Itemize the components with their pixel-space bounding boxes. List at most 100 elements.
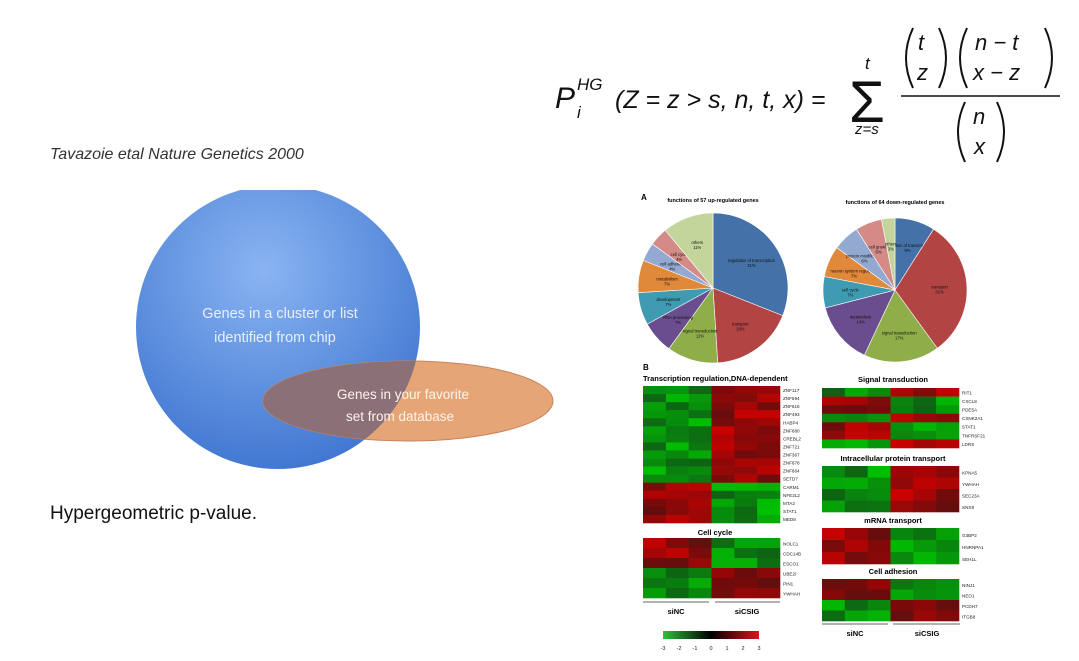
transcription-heatmap-gene-label: NFE2L2 xyxy=(783,493,800,498)
transcription-heatmap-cell xyxy=(688,418,712,427)
transcription-heatmap-cell xyxy=(643,434,667,443)
pie1-slice-label-6: cell adhesion xyxy=(660,262,685,267)
protein-transport-heatmap-cell xyxy=(913,489,937,501)
adhesion-heatmap-cell xyxy=(822,579,846,590)
signal-heatmap-cell xyxy=(844,430,868,440)
transcription-heatmap-cell xyxy=(734,394,758,403)
protein-transport-heatmap-cell xyxy=(913,477,937,490)
mrna-heatmap-cell xyxy=(890,552,914,565)
protein-transport-heatmap-cell xyxy=(844,500,868,513)
signal-heatmap-cell xyxy=(867,422,891,432)
section-title-cell-cycle: Cell cycle xyxy=(698,528,733,537)
color-scale-bar xyxy=(663,631,759,639)
pie1-slice-value-3: 7% xyxy=(675,320,681,325)
transcription-heatmap-cell xyxy=(757,418,781,427)
adhesion-heatmap-cell xyxy=(936,579,960,590)
transcription-heatmap-cell xyxy=(688,474,712,484)
transcription-heatmap-cell xyxy=(688,402,712,411)
transcription-heatmap-cell xyxy=(643,402,667,411)
transcription-heatmap-cell xyxy=(643,458,667,467)
pie2-slice-value-2: 17% xyxy=(895,335,904,340)
protein-transport-heatmap-cell xyxy=(890,489,914,501)
formula-binom1-bottom: z xyxy=(916,60,928,85)
mrna-heatmap-cell xyxy=(867,552,891,565)
adhesion-heatmap-cell xyxy=(936,600,960,611)
transcription-heatmap-cell xyxy=(734,426,758,435)
signal-heatmap-gene-label: TNFRSF21 xyxy=(962,433,986,438)
transcription-heatmap-cell xyxy=(643,386,667,395)
signal-heatmap-gene-label: PDE5A xyxy=(962,408,978,413)
mrna-heatmap-cell xyxy=(867,528,891,541)
results-figure: A functions of 57 up-regulated genes fun… xyxy=(637,193,986,652)
signal-heatmap-gene-label: CSNK2A1 xyxy=(962,416,983,421)
transcription-heatmap-cell xyxy=(665,394,689,403)
transcription-heatmap-cell xyxy=(734,474,758,484)
formula-binom3-top: n xyxy=(973,104,985,129)
transcription-heatmap-cell xyxy=(734,434,758,443)
transcription-heatmap-cell xyxy=(711,450,735,459)
adhesion-heatmap-cell xyxy=(867,579,891,590)
cellcycle-heatmap-cell xyxy=(688,558,712,569)
section-title-transcription: Transcription regulation,DNA-dependent xyxy=(643,374,788,383)
group-label-sinc-right: siNC xyxy=(846,629,864,638)
cellcycle-heatmap-cell xyxy=(711,568,735,579)
transcription-heatmap-cell xyxy=(711,426,735,435)
mrna-heatmap-cell xyxy=(936,552,960,565)
signal-heatmap-cell xyxy=(822,422,846,432)
signal-heatmap-cell xyxy=(822,413,846,423)
transcription-heatmap-cell xyxy=(757,482,781,492)
signal-heatmap-cell xyxy=(913,396,937,406)
adhesion-heatmap-cell xyxy=(890,579,914,590)
transcription-heatmap-cell xyxy=(665,482,689,492)
transcription-heatmap-cell xyxy=(757,450,781,459)
pie1-slice-value-7: 4% xyxy=(676,257,682,262)
transcription-heatmap-cell xyxy=(665,490,689,500)
transcription-heatmap-cell xyxy=(643,418,667,427)
pie2-slice-value-7: 6% xyxy=(876,249,882,254)
formula-lhs-sub: i xyxy=(577,103,582,122)
signal-heatmap-gene-label: LDRS xyxy=(962,442,974,447)
protein-transport-heatmap-cell xyxy=(822,466,846,478)
pie1-slice-value-6: 4% xyxy=(669,267,675,272)
mrna-heatmap-cell xyxy=(913,528,937,541)
pie2-slice-label-4: cell cycle xyxy=(842,287,860,292)
transcription-heatmap-cell xyxy=(757,394,781,403)
cellcycle-heatmap-gene-label: ESCO1 xyxy=(783,562,799,567)
pie2-slice-2 xyxy=(863,289,938,363)
protein-transport-heatmap-gene-label: YWHAH xyxy=(962,482,979,487)
protein-transport-heatmap-cell xyxy=(867,489,891,501)
cellcycle-heatmap-cell xyxy=(688,568,712,579)
signal-heatmap-gene-label: RIT1 xyxy=(962,390,972,395)
formula-binom2-top: n − t xyxy=(975,30,1019,55)
cellcycle-heatmap-cell xyxy=(643,538,667,549)
transcription-heatmap-cell xyxy=(643,474,667,484)
formula-lhs-sup: HG xyxy=(577,75,603,94)
mrna-heatmap-gene-label: HNRNPA1 xyxy=(962,545,984,550)
pie2-slice-label-3: metabolism xyxy=(850,314,872,319)
pie1-slice-label-7: cell cycle xyxy=(671,252,689,257)
transcription-heatmap-cell xyxy=(711,514,735,524)
transcription-heatmap-cell xyxy=(757,426,781,435)
pie2-slice-value-3: 14% xyxy=(856,319,865,324)
protein-transport-heatmap-cell xyxy=(822,477,846,490)
cellcycle-heatmap-cell xyxy=(643,588,667,599)
transcription-heatmap-cell xyxy=(665,418,689,427)
transcription-heatmap-cell xyxy=(665,386,689,395)
pie1-slice-label-4: development xyxy=(656,297,681,302)
protein-transport-heatmap-cell xyxy=(822,489,846,501)
transcription-heatmap-cell xyxy=(734,410,758,419)
color-scale-tick-6: 3 xyxy=(757,646,760,652)
mrna-heatmap-gene-label: G3BP2 xyxy=(962,533,977,538)
cellcycle-heatmap-cell xyxy=(711,548,735,559)
pie1-slice-value-2: 11% xyxy=(696,334,704,339)
signal-heatmap-cell xyxy=(844,439,868,449)
cellcycle-heatmap-gene-label: YWHAH xyxy=(783,592,800,597)
cellcycle-heatmap-cell xyxy=(711,578,735,589)
mrna-heatmap-cell xyxy=(936,540,960,553)
cellcycle-heatmap-cell xyxy=(643,568,667,579)
cellcycle-heatmap-cell xyxy=(734,588,758,599)
color-scale-tick-4: 1 xyxy=(725,646,728,652)
pie2-slice-label-7: cell growth xyxy=(869,244,890,249)
pie1-slice-label-3: RNA processing xyxy=(663,315,694,320)
cellcycle-heatmap-cell xyxy=(757,558,781,569)
